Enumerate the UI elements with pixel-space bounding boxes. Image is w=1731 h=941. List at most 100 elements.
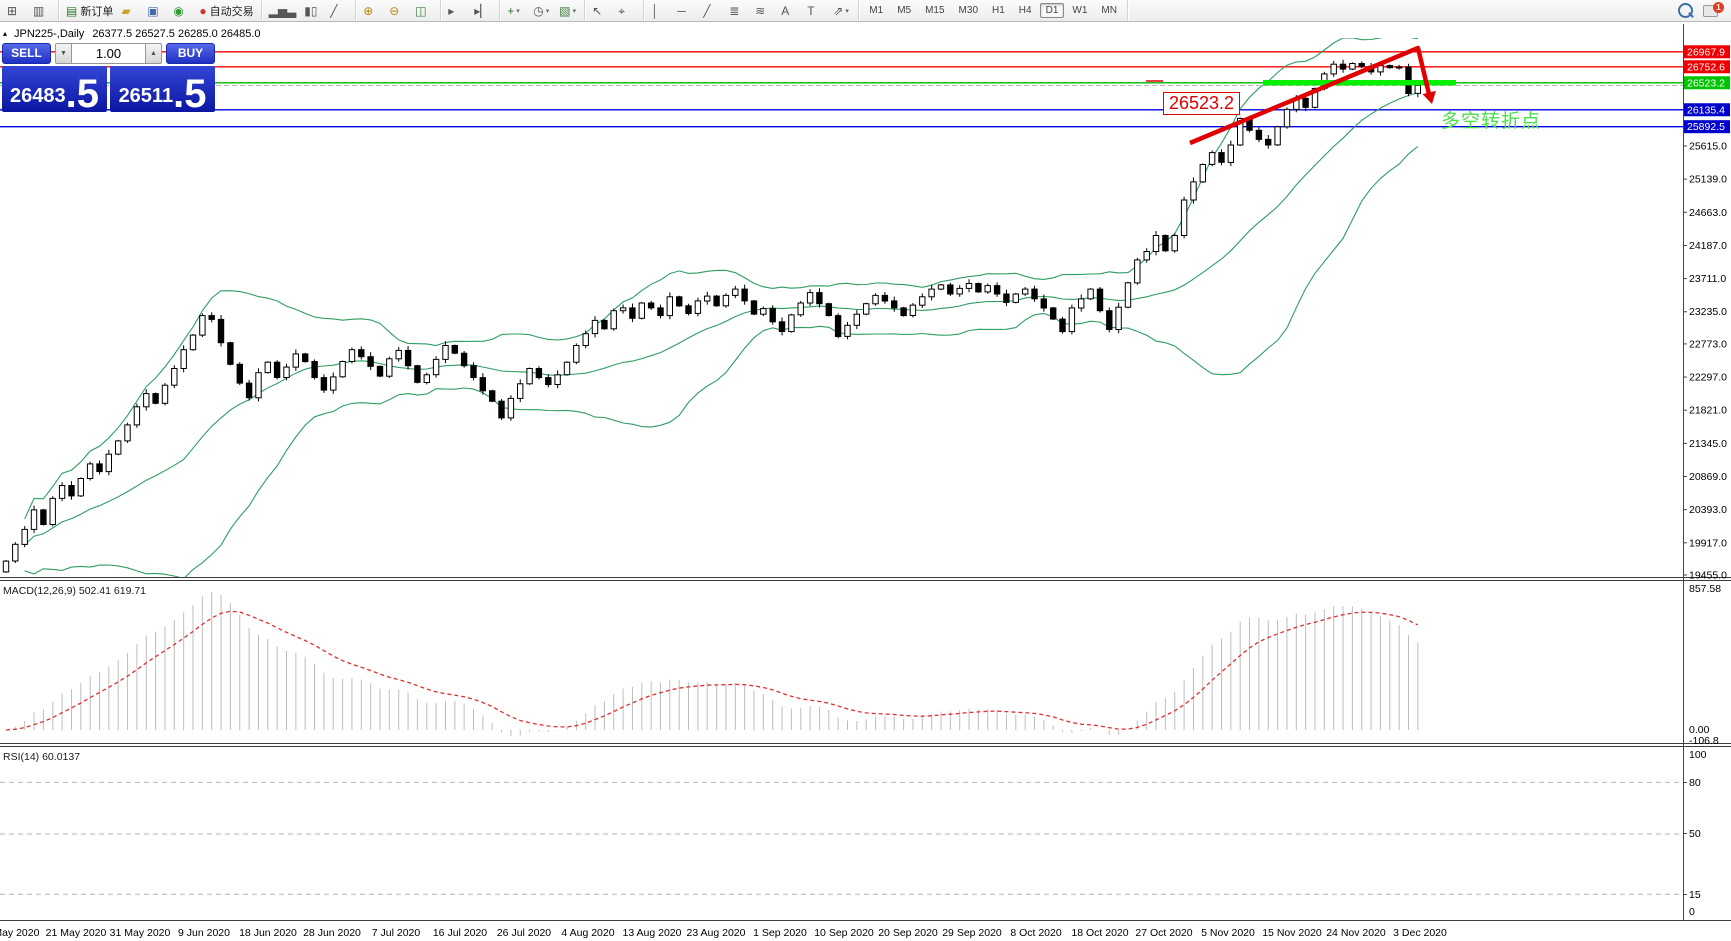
timeframe-m15[interactable]: M15 [925, 5, 945, 16]
svg-text:26523.2: 26523.2 [1687, 77, 1725, 89]
timeframe-h4[interactable]: H4 [1018, 5, 1032, 16]
price-level-callout[interactable]: 26523.2 [1163, 92, 1241, 115]
panel-collapse-icon[interactable]: ▴ [3, 29, 8, 38]
objects-icon: ⇗ [833, 3, 844, 18]
price-tick-label: 25615.0 [1689, 141, 1727, 153]
ticket-button[interactable]: ▰ [118, 1, 142, 21]
volume-input[interactable]: 1.00 [72, 43, 145, 64]
macd-scale-label: 0.00 [1689, 724, 1710, 736]
hline-button[interactable]: ─ [674, 1, 698, 21]
zoom-in-button[interactable]: ⊕ [360, 1, 384, 21]
objects-button[interactable]: ⇗ ▾ [830, 1, 854, 21]
date-axis-label: 28 Jun 2020 [303, 927, 361, 939]
date-axis-label: 31 May 2020 [110, 927, 171, 939]
macd-panel [5, 592, 1419, 737]
buy-price-display[interactable]: 26511.5 [110, 66, 215, 114]
toolbar-group: ⊞ ▥ [0, 0, 59, 21]
date-axis-label: 18 Oct 2020 [1071, 927, 1128, 939]
trend-arrow[interactable] [1189, 45, 1436, 146]
crosshair-button[interactable]: ⌖ [615, 1, 639, 21]
templates-icon: ▧ [559, 3, 571, 18]
main-plot [0, 38, 1683, 578]
chart-candles-button[interactable]: ▮▯ [301, 1, 325, 21]
price-badge: 26523.2 [1684, 76, 1730, 90]
date-axis-label: 18 Jun 2020 [239, 927, 297, 939]
svg-text:26967.9: 26967.9 [1687, 46, 1725, 58]
buy-button[interactable]: BUY [166, 43, 215, 64]
new-order-label: 新订单 [80, 5, 114, 18]
cursor-button[interactable]: ↖ [589, 1, 613, 21]
timeframe-mn[interactable]: MN [1101, 5, 1117, 16]
new-order-button[interactable]: ▤ 新订单 [63, 1, 116, 21]
signal-icon: ◉ [173, 3, 184, 18]
dropdown-caret-icon: ▾ [516, 7, 520, 15]
chart-area[interactable]: 25615.0 25139.0 24663.0 24187.0 23711.0 23235… [0, 22, 1731, 941]
signal-button[interactable]: ◉ [170, 1, 194, 21]
chart-bars-icon: ▂▅▃ [268, 3, 297, 18]
chart-line-button[interactable]: ╱ [327, 1, 351, 21]
svg-text:26752.6: 26752.6 [1687, 61, 1725, 73]
price-tick-label: 20393.0 [1689, 504, 1727, 516]
chart-shift-button[interactable]: ▸▏ [471, 1, 495, 21]
periods-button[interactable]: ◷ ▾ [530, 1, 554, 21]
buy-price-main: 26511 [118, 85, 174, 107]
periods-icon: ◷ [533, 3, 544, 18]
zoom-out-button[interactable]: ⊖ [386, 1, 410, 21]
search-button[interactable] [1673, 1, 1698, 21]
text-icon: A [781, 3, 790, 18]
tile-windows-icon: ◫ [415, 3, 427, 18]
timeframe-m5[interactable]: M5 [897, 5, 912, 16]
bollinger-lower-band [24, 145, 1419, 578]
toolbar-group: ▸ ▸▏ [441, 0, 501, 21]
label-button[interactable]: T [804, 1, 828, 21]
volume-decrease-button[interactable]: ▼ [55, 43, 72, 64]
mail-button[interactable]: ▣ [144, 1, 168, 21]
window-button[interactable]: ⊞ [4, 1, 28, 21]
trendline-button[interactable]: ╱ [700, 1, 724, 21]
auto-scroll-icon: ▸ [448, 3, 455, 18]
turning-point-annotation[interactable]: 多空转折点 [1441, 111, 1542, 132]
price-tick-label: 23711.0 [1689, 273, 1726, 285]
sell-button[interactable]: SELL [2, 43, 51, 64]
timeframe-w1[interactable]: W1 [1072, 5, 1088, 16]
equidistant-channel-button[interactable]: ≣ [726, 1, 750, 21]
volume-increase-button[interactable]: ▲ [145, 43, 162, 64]
date-axis-label: 20 Sep 2020 [878, 927, 938, 939]
rsi-panel [0, 781, 1683, 895]
sell-price-display[interactable]: 26483.5 [2, 66, 107, 114]
notifications-button[interactable]: 1 [1700, 1, 1727, 21]
hline-icon: ─ [677, 3, 686, 18]
toolbar-group: + ▾ ◷ ▾ ▧ ▾ [500, 0, 586, 21]
chart-preview-button[interactable]: ▥ [30, 1, 54, 21]
macd-scale-label: 857.58 [1689, 583, 1721, 595]
timeframe-m30[interactable]: M30 [958, 5, 978, 16]
bollinger-middle-band [24, 92, 1418, 546]
toolbar-groups: ⊞ ▥ ▤ 新订单 ▰ ▣ ◉ ● 自动交易 ▂▅▃ ▮▯ ╱ ⊕ ⊖ ◫ ▸ ▸▏ + ▾ ◷ ▾ ▧ ▾ ↖ ⌖ │ ─ ╱ ≣ ≋ A… [0, 0, 860, 21]
chart-bars-button[interactable]: ▂▅▃ [266, 1, 300, 21]
toolbar-group: │ ─ ╱ ≣ ≋ A T ⇗ ▾ [644, 0, 860, 21]
text-button[interactable]: A [778, 1, 802, 21]
rsi-scale-label: 100 [1689, 749, 1707, 761]
rsi-indicator-label: RSI(14) 60.0137 [3, 751, 81, 763]
label-icon: T [807, 3, 815, 18]
vline-button[interactable]: │ [648, 1, 672, 21]
date-axis-label: 23 Aug 2020 [687, 927, 746, 939]
price-tick-label: 20869.0 [1689, 471, 1727, 483]
macd-indicator-label: MACD(12,26,9) 502.41 619.71 [3, 585, 147, 597]
price-badge: 26752.6 [1684, 60, 1730, 74]
tile-windows-button[interactable]: ◫ [412, 1, 436, 21]
indicators-button[interactable]: + ▾ [504, 1, 528, 21]
rsi-scale-label: 0 [1689, 906, 1695, 918]
fibonacci-button[interactable]: ≋ [752, 1, 776, 21]
timeframe-d1[interactable]: D1 [1039, 3, 1065, 18]
auto-scroll-button[interactable]: ▸ [445, 1, 469, 21]
notification-badge: 1 [1713, 1, 1724, 13]
chart-line-icon: ╱ [330, 3, 338, 18]
timeframe-h1[interactable]: H1 [992, 5, 1005, 16]
templates-button[interactable]: ▧ ▾ [556, 1, 580, 21]
search-icon [1678, 3, 1693, 18]
auto-trading-button[interactable]: ● 自动交易 [196, 1, 256, 21]
date-axis-label: 15 Nov 2020 [1262, 927, 1322, 939]
timeframe-m1[interactable]: M1 [869, 5, 884, 16]
